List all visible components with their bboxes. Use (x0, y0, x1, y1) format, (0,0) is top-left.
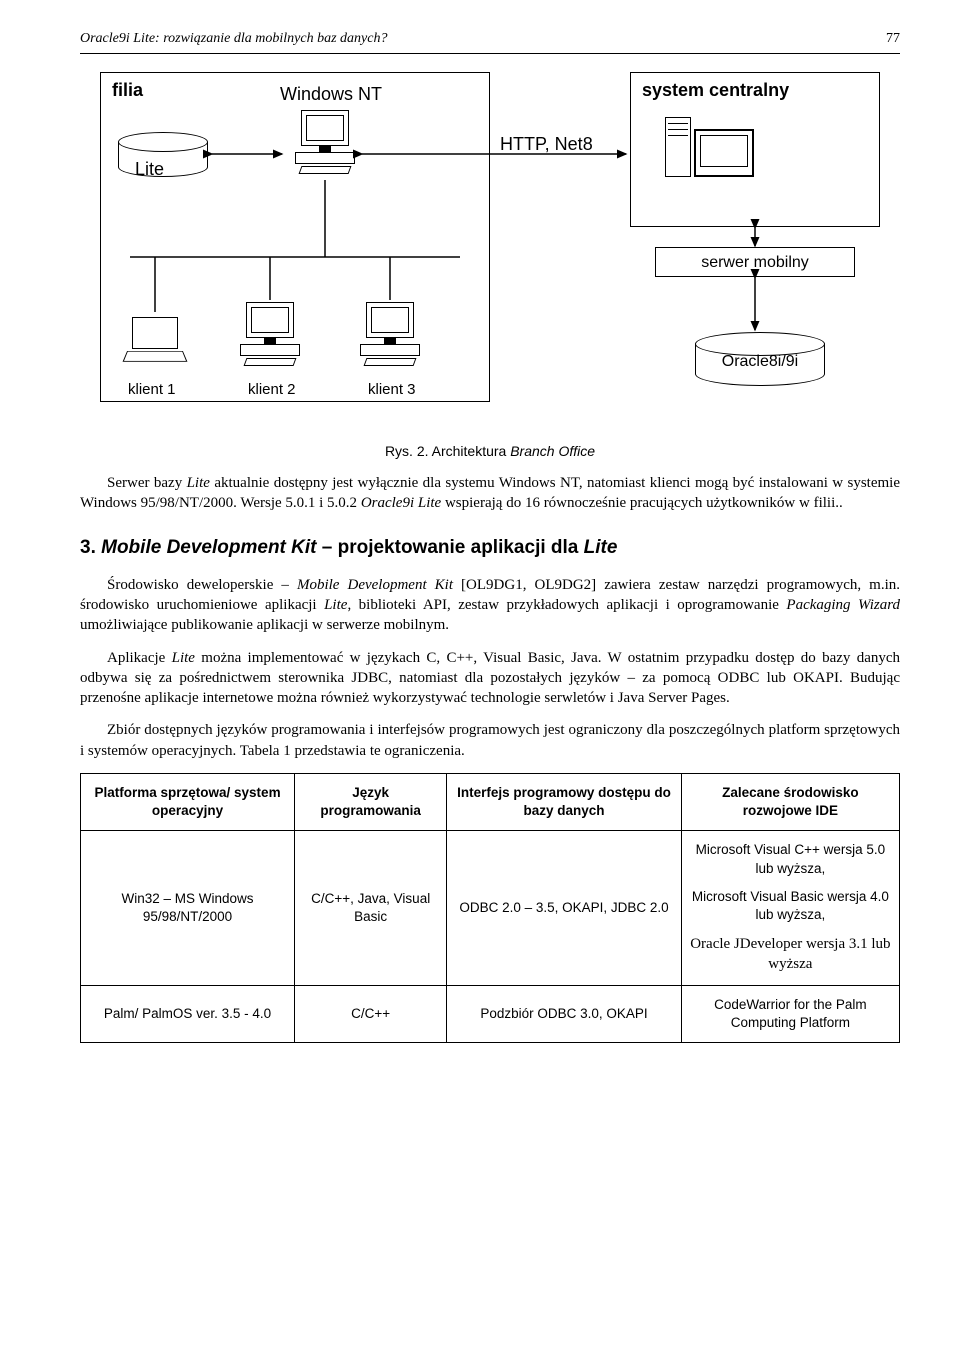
figure-caption: Rys. 2. Architektura Branch Office (80, 442, 900, 461)
paragraph-2: Środowisko deweloperskie – Mobile Develo… (80, 575, 900, 636)
klient1-label: klient 1 (128, 380, 176, 400)
td-interface: ODBC 2.0 – 3.5, OKAPI, JDBC 2.0 (447, 831, 681, 985)
klient1-laptop-icon (120, 317, 190, 363)
lite-label: Lite (135, 157, 164, 181)
paragraph-4: Zbiór dostępnych języków programowania i… (80, 720, 900, 761)
th-platform: Platforma sprzętowa/ system operacyjny (81, 773, 295, 830)
table-row: Palm/ PalmOS ver. 3.5 - 4.0 C/C++ Podzbi… (81, 985, 900, 1042)
system-centralny-label: system centralny (642, 78, 789, 102)
serwer-mobilny-label: serwer mobilny (701, 254, 809, 271)
paragraph-1: Serwer bazy Lite aktualnie dostępny jest… (80, 473, 900, 514)
running-header: Oracle9i Lite: rozwiązanie dla mobilnych… (80, 30, 900, 54)
td-ide: Microsoft Visual C++ wersja 5.0 lub wyżs… (681, 831, 899, 985)
td-platform: Win32 – MS Windows 95/98/NT/2000 (81, 831, 295, 985)
page-number: 77 (886, 30, 900, 49)
caption-prefix: Rys. 2. Architektura (385, 443, 510, 459)
oracle-label: Oracle8i/9i (690, 351, 830, 373)
td-interface: Podzbiór ODBC 3.0, OKAPI (447, 985, 681, 1042)
th-ide: Zalecane środowisko rozwojowe IDE (681, 773, 899, 830)
platforms-table: Platforma sprzętowa/ system operacyjny J… (80, 773, 900, 1043)
td-language: C/C++, Java, Visual Basic (295, 831, 447, 985)
header-title: Oracle9i Lite: rozwiązanie dla mobilnych… (80, 30, 387, 49)
klient3-label: klient 3 (368, 380, 416, 400)
serwer-mobilny-box: serwer mobilny (655, 247, 855, 277)
caption-italic: Branch Office (510, 443, 595, 459)
section-heading-3: 3. Mobile Development Kit – projektowani… (80, 535, 900, 561)
filia-label: filia (112, 78, 143, 102)
windows-nt-label: Windows NT (280, 82, 382, 106)
architecture-diagram: filia Windows NT system centralny HTTP, … (100, 72, 880, 422)
paragraph-3: Aplikacje Lite można implementować w jęz… (80, 648, 900, 709)
td-platform: Palm/ PalmOS ver. 3.5 - 4.0 (81, 985, 295, 1042)
th-interface: Interfejs programowy dostępu do bazy dan… (447, 773, 681, 830)
td-ide: CodeWarrior for the Palm Computing Platf… (681, 985, 899, 1042)
oracle-cylinder: Oracle8i/9i (690, 332, 830, 373)
klient2-pc-icon (235, 302, 305, 366)
table-header-row: Platforma sprzętowa/ system operacyjny J… (81, 773, 900, 830)
td-language: C/C++ (295, 985, 447, 1042)
table-row: Win32 – MS Windows 95/98/NT/2000 C/C++, … (81, 831, 900, 985)
central-server-icon (665, 117, 754, 177)
filia-server-pc-icon (290, 110, 360, 174)
http-net8-label: HTTP, Net8 (500, 132, 593, 156)
klient3-pc-icon (355, 302, 425, 366)
th-language: Język programowania (295, 773, 447, 830)
klient2-label: klient 2 (248, 380, 296, 400)
